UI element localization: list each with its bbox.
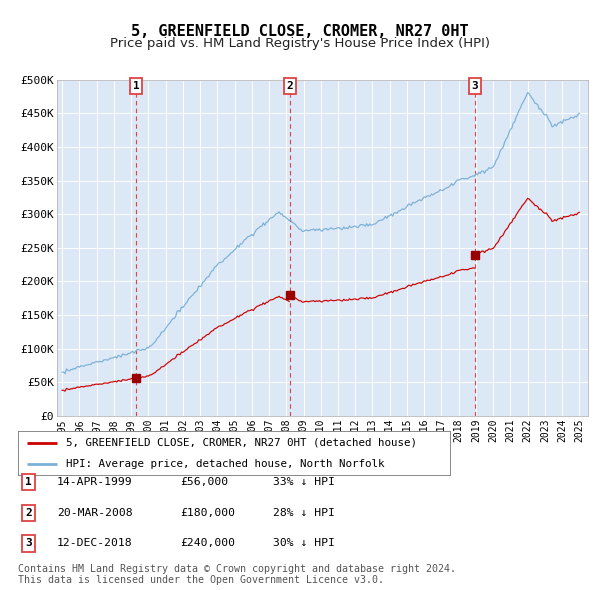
Text: 3: 3 bbox=[25, 539, 32, 548]
Text: 2: 2 bbox=[25, 508, 32, 517]
Text: 1: 1 bbox=[25, 477, 32, 487]
Text: 5, GREENFIELD CLOSE, CROMER, NR27 0HT (detached house): 5, GREENFIELD CLOSE, CROMER, NR27 0HT (d… bbox=[65, 438, 416, 448]
Text: 28% ↓ HPI: 28% ↓ HPI bbox=[273, 508, 335, 517]
Text: 1: 1 bbox=[133, 81, 139, 91]
Text: 3: 3 bbox=[472, 81, 478, 91]
Text: 14-APR-1999: 14-APR-1999 bbox=[57, 477, 133, 487]
Text: £56,000: £56,000 bbox=[180, 477, 228, 487]
Text: 12-DEC-2018: 12-DEC-2018 bbox=[57, 539, 133, 548]
Text: 5, GREENFIELD CLOSE, CROMER, NR27 0HT: 5, GREENFIELD CLOSE, CROMER, NR27 0HT bbox=[131, 24, 469, 38]
Text: £240,000: £240,000 bbox=[180, 539, 235, 548]
Text: Price paid vs. HM Land Registry's House Price Index (HPI): Price paid vs. HM Land Registry's House … bbox=[110, 37, 490, 50]
Text: £180,000: £180,000 bbox=[180, 508, 235, 517]
Text: 30% ↓ HPI: 30% ↓ HPI bbox=[273, 539, 335, 548]
Text: 2: 2 bbox=[287, 81, 293, 91]
Text: 33% ↓ HPI: 33% ↓ HPI bbox=[273, 477, 335, 487]
Text: HPI: Average price, detached house, North Norfolk: HPI: Average price, detached house, Nort… bbox=[65, 459, 384, 469]
Text: Contains HM Land Registry data © Crown copyright and database right 2024.
This d: Contains HM Land Registry data © Crown c… bbox=[18, 563, 456, 585]
Text: 20-MAR-2008: 20-MAR-2008 bbox=[57, 508, 133, 517]
